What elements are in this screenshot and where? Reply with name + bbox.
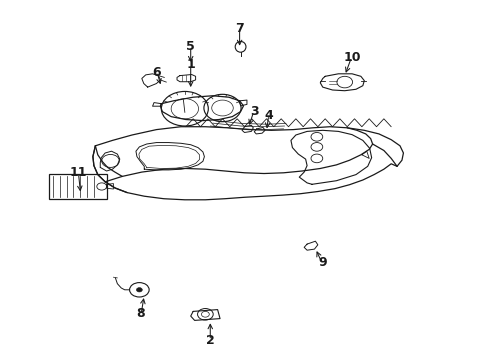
Text: 11: 11: [69, 166, 87, 179]
Text: 7: 7: [235, 22, 244, 35]
Text: 6: 6: [152, 66, 161, 78]
Text: 1: 1: [186, 58, 195, 71]
Circle shape: [136, 288, 142, 292]
Text: 2: 2: [205, 334, 214, 347]
Text: 9: 9: [318, 256, 326, 269]
Text: 8: 8: [136, 307, 145, 320]
Text: 3: 3: [249, 105, 258, 118]
Text: 10: 10: [343, 51, 360, 64]
Text: 4: 4: [264, 109, 273, 122]
Text: 5: 5: [186, 40, 195, 53]
Bar: [49, 174, 106, 199]
